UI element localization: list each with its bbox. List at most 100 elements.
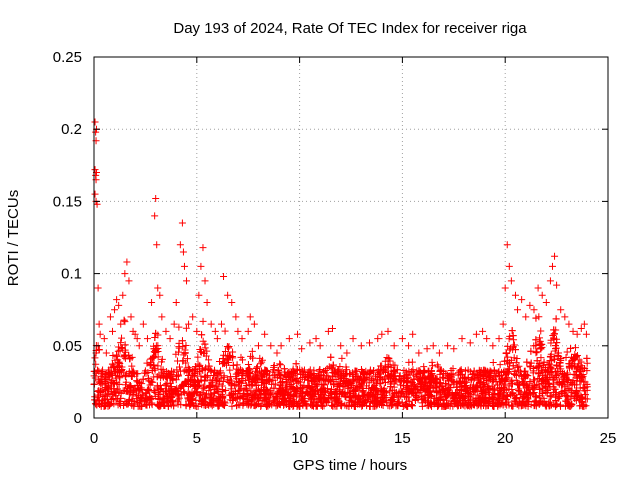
data-point (156, 382, 164, 390)
y-tick-label: 0 (74, 410, 82, 427)
data-point (489, 358, 497, 366)
data-point (539, 368, 547, 376)
data-point (563, 392, 571, 400)
x-tick-label: 0 (90, 430, 98, 447)
y-tick-label: 0.2 (61, 121, 82, 138)
data-point (535, 313, 543, 321)
data-point (134, 378, 142, 386)
data-point (111, 356, 119, 364)
data-point (213, 385, 221, 393)
chart-title: Day 193 of 2024, Rate Of TEC Index for r… (173, 20, 527, 37)
data-point (235, 387, 243, 395)
data-point (506, 332, 514, 340)
data-point (413, 371, 421, 379)
data-point (223, 343, 231, 351)
y-tick-label: 0.15 (53, 193, 82, 210)
data-point (253, 364, 261, 372)
data-point (526, 363, 534, 371)
data-point (174, 400, 182, 408)
data-point (325, 363, 333, 371)
data-point (380, 384, 388, 392)
data-point (117, 339, 125, 347)
data-point (536, 334, 544, 342)
y-tick-label: 0.25 (53, 49, 82, 66)
grid (94, 57, 608, 418)
data-point (91, 354, 99, 362)
data-point (385, 354, 393, 362)
data-point (508, 386, 516, 394)
data-point (116, 374, 124, 382)
data-point (179, 357, 187, 365)
data-point (530, 385, 538, 393)
data-point (233, 375, 241, 383)
data-point (248, 347, 256, 355)
data-points (90, 118, 591, 410)
data-point (394, 402, 402, 410)
data-point (473, 370, 481, 378)
x-tick-label: 10 (291, 430, 308, 447)
data-point (286, 382, 294, 390)
data-point (311, 387, 319, 395)
data-point (157, 365, 165, 373)
data-point (182, 324, 190, 332)
data-point (420, 363, 428, 371)
data-point (228, 402, 236, 410)
data-point (537, 327, 545, 335)
data-point (205, 356, 213, 364)
data-point (277, 361, 285, 369)
data-point (328, 364, 336, 372)
data-point (537, 354, 545, 362)
data-point (220, 373, 228, 381)
data-point (143, 359, 151, 367)
data-point (121, 373, 129, 381)
y-tick-label: 0.1 (61, 266, 82, 283)
x-tick-label: 25 (600, 430, 617, 447)
data-point (223, 376, 231, 384)
data-point (529, 367, 537, 375)
data-point (550, 385, 558, 393)
data-point (530, 389, 538, 397)
data-point (172, 350, 180, 358)
data-point (118, 334, 126, 342)
data-point (275, 370, 283, 378)
data-point (175, 323, 183, 331)
y-tick-label: 0.05 (53, 338, 82, 355)
data-point (408, 358, 416, 366)
data-point (226, 366, 234, 374)
data-point (429, 377, 437, 385)
data-point (253, 363, 261, 371)
data-point (183, 355, 191, 363)
data-point (238, 379, 246, 387)
data-point (293, 374, 301, 382)
data-point (161, 381, 169, 389)
data-point (194, 402, 202, 410)
data-point (92, 360, 100, 368)
data-point (500, 392, 508, 400)
data-point (562, 354, 570, 362)
data-point (241, 377, 249, 385)
data-point (563, 348, 571, 356)
x-tick-label: 20 (497, 430, 514, 447)
data-point (199, 337, 207, 345)
data-point (221, 347, 229, 355)
data-point (533, 363, 541, 371)
data-point (310, 366, 318, 374)
data-point (154, 342, 162, 350)
x-tick-label: 5 (193, 430, 201, 447)
data-point (256, 354, 264, 362)
data-point (122, 381, 130, 389)
x-axis-label: GPS time / hours (293, 457, 407, 474)
data-point (338, 354, 346, 362)
data-point (301, 375, 309, 383)
data-point (496, 361, 504, 369)
data-point (243, 386, 251, 394)
data-point (257, 360, 265, 368)
x-tick-label: 15 (394, 430, 411, 447)
data-point (307, 370, 315, 378)
data-point (244, 361, 252, 369)
data-point (110, 363, 118, 371)
data-point (237, 353, 245, 361)
y-axis-label: ROTI / TECUs (5, 190, 22, 286)
